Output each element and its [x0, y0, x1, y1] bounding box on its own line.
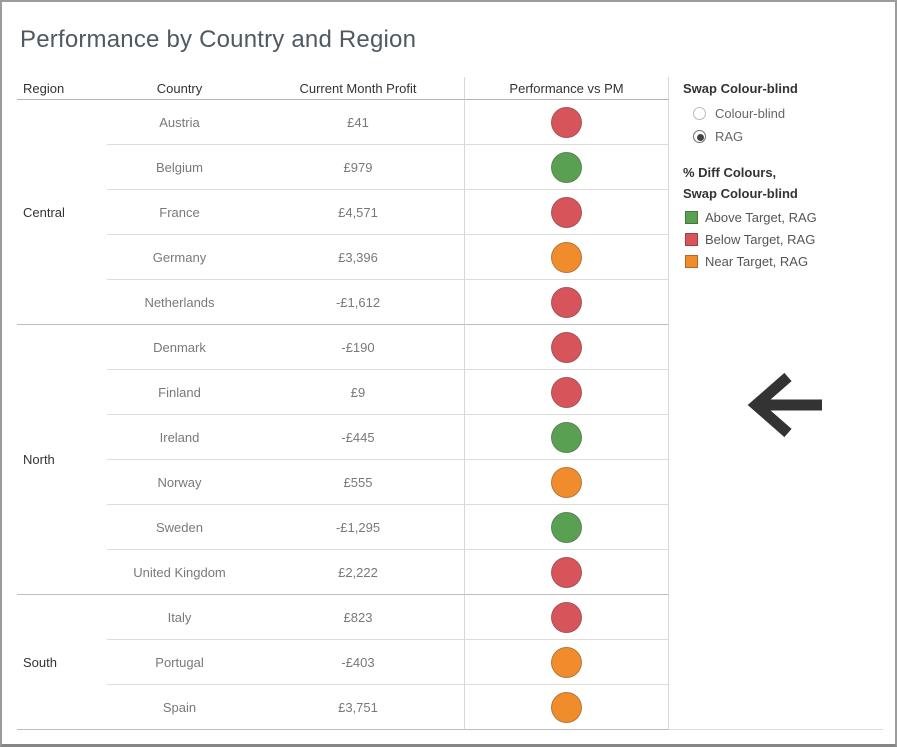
performance-cell [464, 190, 669, 235]
country-cell: Belgium [107, 145, 252, 190]
performance-cell [464, 415, 669, 460]
right-panel: Swap Colour-blind Colour-blind RAG % Dif… [683, 81, 895, 276]
legend-label: Above Target, RAG [705, 210, 817, 225]
country-cell: Ireland [107, 415, 252, 460]
status-dot[interactable] [551, 691, 582, 723]
legend-title: % Diff Colours, Swap Colour-blind [683, 165, 798, 201]
performance-cell [464, 505, 669, 550]
parameter-title: Swap Colour-blind [683, 81, 798, 96]
profit-cell: £823 [252, 595, 464, 640]
performance-cell [464, 325, 669, 370]
legend-item-above-target[interactable]: Above Target, RAG [685, 210, 895, 225]
status-dot[interactable] [551, 241, 582, 273]
profit-cell: £979 [252, 145, 464, 190]
performance-cell [464, 595, 669, 640]
legend-swatch-green [685, 211, 698, 224]
radio-label[interactable]: Colour-blind [715, 106, 786, 121]
page-title: Performance by Country and Region [20, 26, 417, 53]
performance-cell [464, 235, 669, 280]
profit-cell: -£1,295 [252, 505, 464, 550]
column-header-profit: Current Month Profit [252, 77, 464, 100]
country-cell: Germany [107, 235, 252, 280]
performance-cell [464, 145, 669, 190]
status-dot[interactable] [551, 196, 582, 228]
status-dot[interactable] [551, 601, 582, 633]
profit-cell: -£445 [252, 415, 464, 460]
legend-label: Near Target, RAG [705, 254, 809, 269]
left-arrow-icon [747, 372, 822, 438]
column-header-region: Region [17, 77, 107, 100]
profit-cell: £3,396 [252, 235, 464, 280]
legend-item-below-target[interactable]: Below Target, RAG [685, 232, 895, 247]
radio-icon[interactable] [693, 107, 706, 120]
status-dot[interactable] [551, 376, 582, 408]
legend-swatch-orange [685, 255, 698, 268]
column-header-country: Country [107, 77, 252, 100]
country-cell: Netherlands [107, 280, 252, 325]
country-cell: Italy [107, 595, 252, 640]
status-dot[interactable] [551, 466, 582, 498]
profit-cell: £9 [252, 370, 464, 415]
legend-swatch-red [685, 233, 698, 246]
profit-cell: -£1,612 [252, 280, 464, 325]
performance-table: Region Country Current Month Profit Perf… [17, 77, 669, 730]
country-cell: Denmark [107, 325, 252, 370]
performance-cell [464, 280, 669, 325]
country-cell: Portugal [107, 640, 252, 685]
profit-cell: £555 [252, 460, 464, 505]
status-dot[interactable] [551, 331, 582, 363]
performance-cell [464, 640, 669, 685]
region-label-north: North [17, 325, 107, 595]
profit-cell: £2,222 [252, 550, 464, 595]
profit-cell: -£190 [252, 325, 464, 370]
country-cell: France [107, 190, 252, 235]
performance-cell [464, 100, 669, 145]
country-cell: Austria [107, 100, 252, 145]
country-cell: Norway [107, 460, 252, 505]
status-dot[interactable] [551, 106, 582, 138]
status-dot[interactable] [551, 286, 582, 318]
status-dot[interactable] [551, 421, 582, 453]
country-cell: Spain [107, 685, 252, 730]
legend-item-near-target[interactable]: Near Target, RAG [685, 254, 895, 269]
column-header-performance: Performance vs PM [464, 77, 669, 100]
performance-cell [464, 460, 669, 505]
country-cell: Finland [107, 370, 252, 415]
performance-cell [464, 370, 669, 415]
country-cell: Sweden [107, 505, 252, 550]
performance-cell [464, 685, 669, 730]
region-label-central: Central [17, 100, 107, 325]
radio-option-colour-blind[interactable]: Colour-blind [693, 106, 895, 121]
worksheet-bottom-rule [669, 729, 883, 730]
performance-cell [464, 550, 669, 595]
status-dot[interactable] [551, 646, 582, 678]
profit-cell: £41 [252, 100, 464, 145]
legend-label: Below Target, RAG [705, 232, 816, 247]
region-label-south: South [17, 595, 107, 730]
profit-cell: £4,571 [252, 190, 464, 235]
status-dot[interactable] [551, 511, 582, 543]
radio-icon[interactable] [693, 130, 706, 143]
profit-cell: £3,751 [252, 685, 464, 730]
radio-label[interactable]: RAG [715, 129, 744, 144]
country-cell: United Kingdom [107, 550, 252, 595]
status-dot[interactable] [551, 556, 582, 588]
status-dot[interactable] [551, 151, 582, 183]
profit-cell: -£403 [252, 640, 464, 685]
radio-option-rag[interactable]: RAG [693, 129, 895, 144]
